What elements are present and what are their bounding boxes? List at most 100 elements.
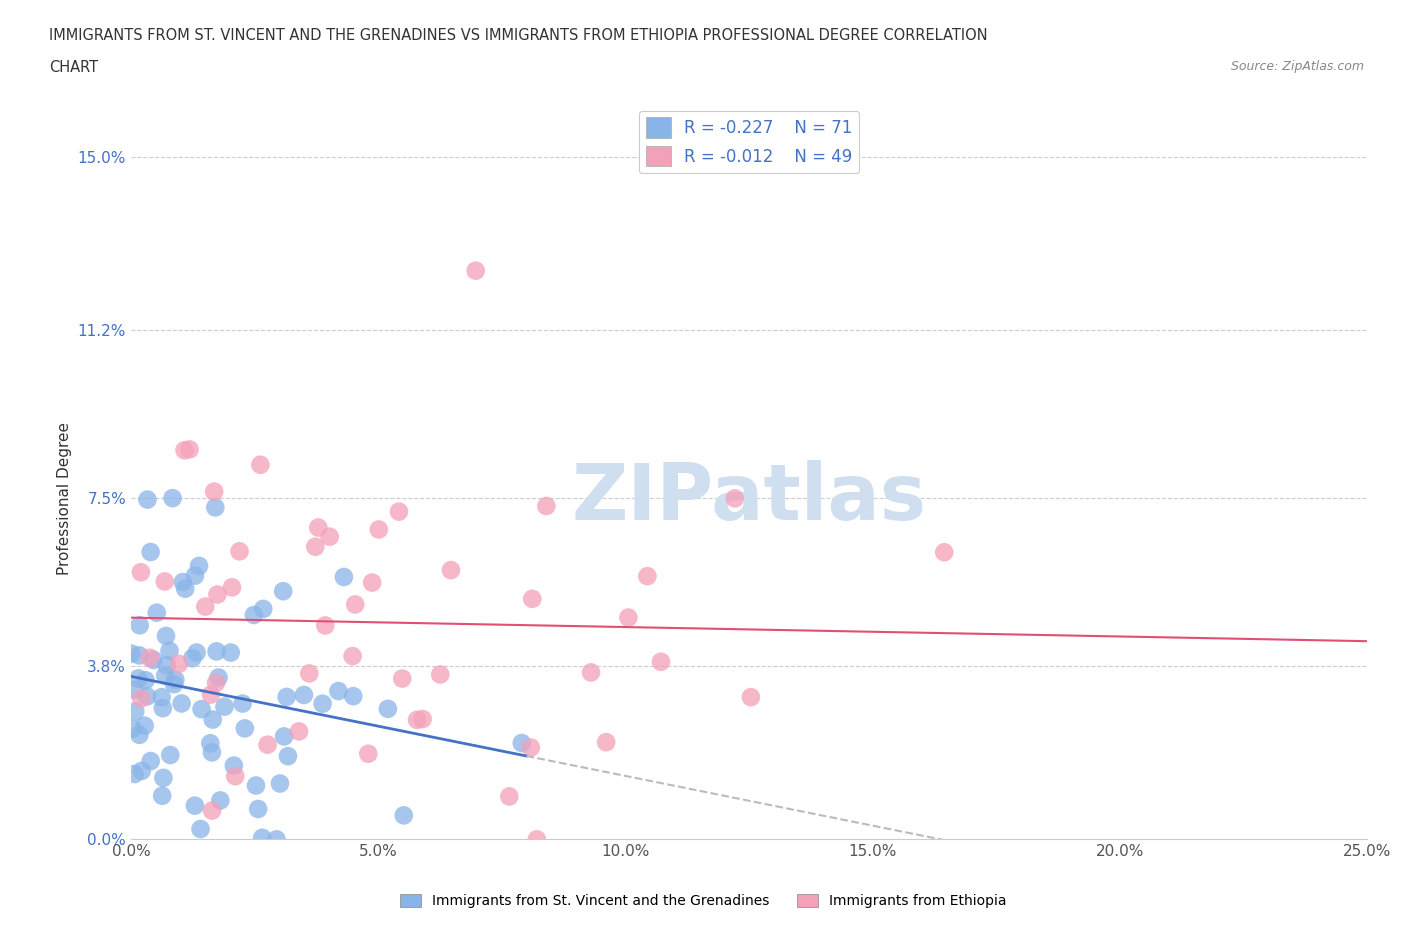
- Point: [136, 492, 159, 507]
- Point: [200, 687, 222, 702]
- Point: [201, 712, 224, 727]
- Point: [134, 718, 156, 733]
- Point: [406, 712, 429, 727]
- Point: [536, 498, 558, 513]
- Point: [190, 702, 212, 717]
- Point: [333, 569, 356, 584]
- Point: [328, 684, 350, 698]
- Text: Source: ZipAtlas.com: Source: ZipAtlas.com: [1230, 60, 1364, 73]
- Point: [153, 669, 176, 684]
- Point: [266, 832, 288, 847]
- Point: [131, 764, 153, 778]
- Legend: Immigrants from St. Vincent and the Grenadines, Immigrants from Ethiopia: Immigrants from St. Vincent and the Gren…: [394, 889, 1012, 914]
- Point: [224, 769, 246, 784]
- Point: [152, 770, 174, 785]
- Point: [128, 648, 150, 663]
- Point: [222, 758, 245, 773]
- Point: [219, 645, 242, 660]
- Point: [129, 691, 152, 706]
- Point: [207, 671, 229, 685]
- Point: [245, 778, 267, 793]
- Point: [163, 677, 186, 692]
- Point: [314, 618, 336, 633]
- Point: [740, 690, 762, 705]
- Text: CHART: CHART: [49, 60, 98, 75]
- Point: [247, 802, 270, 817]
- Point: [202, 485, 225, 499]
- Point: [165, 672, 187, 687]
- Point: [128, 727, 150, 742]
- Point: [464, 263, 486, 278]
- Point: [269, 776, 291, 790]
- Point: [124, 766, 146, 781]
- Point: [209, 793, 232, 808]
- Point: [252, 830, 274, 845]
- Point: [155, 629, 177, 644]
- Point: [142, 653, 165, 668]
- Point: [510, 736, 533, 751]
- Point: [152, 700, 174, 715]
- Y-axis label: Professional Degree: Professional Degree: [58, 421, 72, 575]
- Point: [184, 798, 207, 813]
- Point: [221, 580, 243, 595]
- Point: [121, 722, 143, 737]
- Point: [595, 735, 617, 750]
- Point: [342, 648, 364, 663]
- Point: [377, 701, 399, 716]
- Point: [205, 644, 228, 658]
- Point: [522, 591, 544, 606]
- Point: [391, 671, 413, 686]
- Point: [153, 574, 176, 589]
- Point: [367, 522, 389, 537]
- Point: [214, 699, 236, 714]
- Point: [440, 563, 463, 578]
- Point: [139, 545, 162, 560]
- Point: [231, 696, 253, 711]
- Point: [145, 605, 167, 620]
- Point: [342, 689, 364, 704]
- Point: [204, 500, 226, 515]
- Point: [292, 687, 315, 702]
- Point: [129, 565, 152, 579]
- Point: [201, 745, 224, 760]
- Point: [617, 610, 640, 625]
- Point: [200, 736, 222, 751]
- Point: [159, 644, 181, 658]
- Point: [135, 672, 157, 687]
- Point: [520, 740, 543, 755]
- Text: ZIPatlas: ZIPatlas: [571, 460, 927, 537]
- Point: [136, 689, 159, 704]
- Legend: R = -0.227    N = 71, R = -0.012    N = 49: R = -0.227 N = 71, R = -0.012 N = 49: [638, 111, 859, 173]
- Point: [650, 655, 672, 670]
- Point: [184, 568, 207, 583]
- Point: [181, 651, 204, 666]
- Point: [159, 748, 181, 763]
- Point: [271, 584, 294, 599]
- Point: [298, 666, 321, 681]
- Point: [249, 458, 271, 472]
- Point: [201, 804, 224, 818]
- Point: [150, 690, 173, 705]
- Point: [934, 545, 956, 560]
- Point: [124, 704, 146, 719]
- Point: [174, 581, 197, 596]
- Point: [579, 665, 602, 680]
- Point: [190, 821, 212, 836]
- Point: [179, 442, 201, 457]
- Point: [304, 539, 326, 554]
- Point: [361, 575, 384, 590]
- Point: [139, 753, 162, 768]
- Point: [526, 832, 548, 847]
- Point: [277, 749, 299, 764]
- Point: [498, 789, 520, 804]
- Point: [392, 808, 415, 823]
- Point: [318, 529, 340, 544]
- Point: [311, 697, 333, 711]
- Point: [344, 597, 367, 612]
- Point: [256, 737, 278, 752]
- Point: [412, 711, 434, 726]
- Point: [128, 618, 150, 632]
- Point: [636, 569, 658, 584]
- Point: [429, 667, 451, 682]
- Point: [150, 789, 173, 804]
